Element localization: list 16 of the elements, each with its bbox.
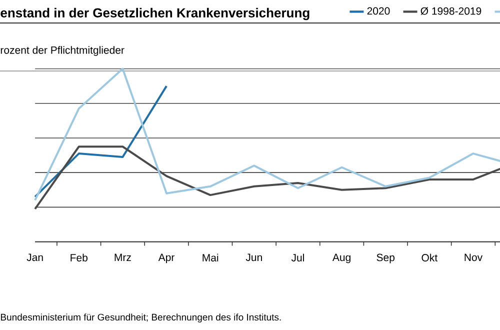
x-tick-label: Aug (332, 254, 350, 264)
x-tick-label: Jul (291, 254, 304, 262)
text: Bundesministerium für Gesundheit; Berechnungen des ifo Instituts. (0, 314, 281, 322)
legend-label: Ø 1998-2019 (420, 7, 482, 15)
x-tick-label: Mai (202, 254, 218, 262)
x-tick-label: Sep (376, 254, 394, 264)
x-tick-label: Mrz (114, 254, 131, 261)
x-tick-label: Nov (464, 254, 483, 262)
legend-label: 2020 (367, 7, 390, 15)
chart-title: enstand in der Gesetzlichen Krankenversicherung (0, 8, 310, 20)
x-tick-label: Jun (246, 254, 262, 262)
chart-subtitle: rozent der Pflichtmitglieder (0, 46, 124, 56)
x-tick-label: Okt (422, 254, 438, 262)
x-tick-label: Feb (70, 254, 88, 262)
x-tick-label: Jan (26, 254, 43, 262)
x-tick-label: Apr (158, 254, 175, 264)
